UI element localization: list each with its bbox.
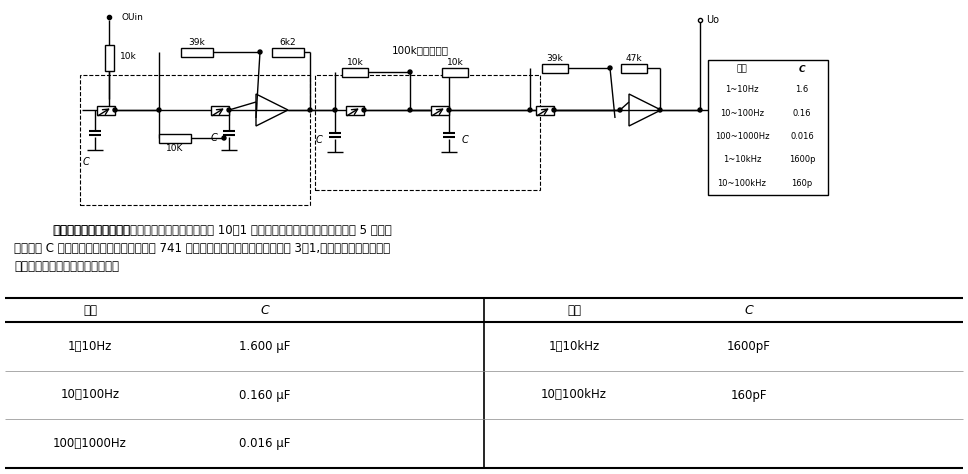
Circle shape	[113, 108, 117, 112]
Circle shape	[222, 136, 226, 140]
Bar	[80, 75, 310, 205]
Bar	[431, 106, 449, 115]
Text: C: C	[744, 303, 753, 317]
Bar	[211, 106, 229, 115]
Text: 范围: 范围	[737, 64, 747, 73]
Text: C: C	[462, 135, 469, 145]
Bar	[542, 64, 568, 73]
Circle shape	[447, 108, 451, 112]
Text: 1600pF: 1600pF	[727, 340, 771, 353]
Text: 可调谐的四阶低通滤波器　用四只联调电位器，可在 10：1 的范围内改变截止频率。表中给出 5 种不同: 可调谐的四阶低通滤波器 用四只联调电位器，可在 10：1 的范围内改变截止频率。…	[53, 224, 392, 237]
Bar	[536, 106, 554, 115]
Text: C: C	[83, 157, 90, 167]
Text: 1600p: 1600p	[789, 155, 815, 164]
Circle shape	[308, 108, 312, 112]
Bar	[708, 60, 828, 195]
Text: 39k: 39k	[547, 54, 563, 63]
Bar	[346, 106, 364, 115]
Text: C: C	[799, 64, 805, 73]
Text: 速联调电位器可得到满意的效果。: 速联调电位器可得到满意的效果。	[14, 259, 119, 273]
Text: 0.016: 0.016	[790, 132, 814, 141]
Text: 160p: 160p	[792, 179, 812, 188]
Text: 6k2: 6k2	[280, 37, 296, 46]
Text: 0.160 μF: 0.160 μF	[239, 389, 290, 401]
Text: 10k: 10k	[347, 57, 363, 66]
Text: 100k四联电分器: 100k四联电分器	[391, 45, 448, 55]
Text: 1.600 μF: 1.600 μF	[239, 340, 290, 353]
Text: 10k: 10k	[446, 57, 464, 66]
Text: 10～100Hz: 10～100Hz	[60, 389, 120, 401]
Text: 39k: 39k	[189, 37, 205, 46]
Text: 10~100Hz: 10~100Hz	[720, 109, 764, 118]
Text: 100~1000Hz: 100~1000Hz	[714, 132, 770, 141]
Text: 可调谐的四阶低通滤波器: 可调谐的四阶低通滤波器	[53, 224, 130, 237]
Circle shape	[552, 108, 556, 112]
Text: C: C	[210, 133, 217, 143]
Bar	[272, 47, 304, 56]
Text: 10~100kHz: 10~100kHz	[717, 179, 767, 188]
Text: 1.6: 1.6	[796, 85, 808, 94]
Text: 0.16: 0.16	[793, 109, 811, 118]
Circle shape	[658, 108, 662, 112]
Text: 范围: 范围	[83, 303, 97, 317]
Text: 1～10Hz: 1～10Hz	[68, 340, 112, 353]
Bar	[342, 67, 368, 76]
Circle shape	[333, 108, 337, 112]
Text: 1~10kHz: 1~10kHz	[723, 155, 761, 164]
Circle shape	[618, 108, 622, 112]
Circle shape	[408, 108, 412, 112]
Circle shape	[698, 108, 702, 112]
Circle shape	[362, 108, 366, 112]
Bar	[442, 67, 468, 76]
Text: 160pF: 160pF	[731, 389, 768, 401]
Circle shape	[157, 108, 161, 112]
Text: 100～1000Hz: 100～1000Hz	[53, 437, 127, 450]
Text: 47k: 47k	[625, 54, 643, 63]
Text: Uo: Uo	[706, 15, 719, 25]
Text: 10～100kHz: 10～100kHz	[541, 389, 607, 401]
Text: 10k: 10k	[120, 52, 136, 61]
Bar	[97, 106, 115, 115]
Text: C: C	[260, 303, 269, 317]
Text: 的电容量 C 及所对应的频率范围。运放选用 741 或类似产品。如果调谐范围限制为 3：1,并选用电容开关，用快: 的电容量 C 及所对应的频率范围。运放选用 741 或类似产品。如果调谐范围限制…	[14, 241, 390, 255]
Bar	[621, 64, 647, 73]
Text: OUin: OUin	[122, 12, 144, 21]
Circle shape	[528, 108, 532, 112]
Text: 1～10kHz: 1～10kHz	[549, 340, 599, 353]
Text: 0.016 μF: 0.016 μF	[239, 437, 290, 450]
Bar	[105, 45, 113, 71]
Bar	[159, 134, 191, 143]
Circle shape	[408, 70, 412, 74]
Circle shape	[227, 108, 231, 112]
Text: 10K: 10K	[166, 144, 184, 153]
Circle shape	[258, 50, 262, 54]
Text: 1~10Hz: 1~10Hz	[725, 85, 759, 94]
Text: 范围: 范围	[567, 303, 581, 317]
Bar	[181, 47, 213, 56]
Bar	[315, 75, 540, 190]
Circle shape	[608, 66, 612, 70]
Text: C: C	[316, 135, 322, 145]
